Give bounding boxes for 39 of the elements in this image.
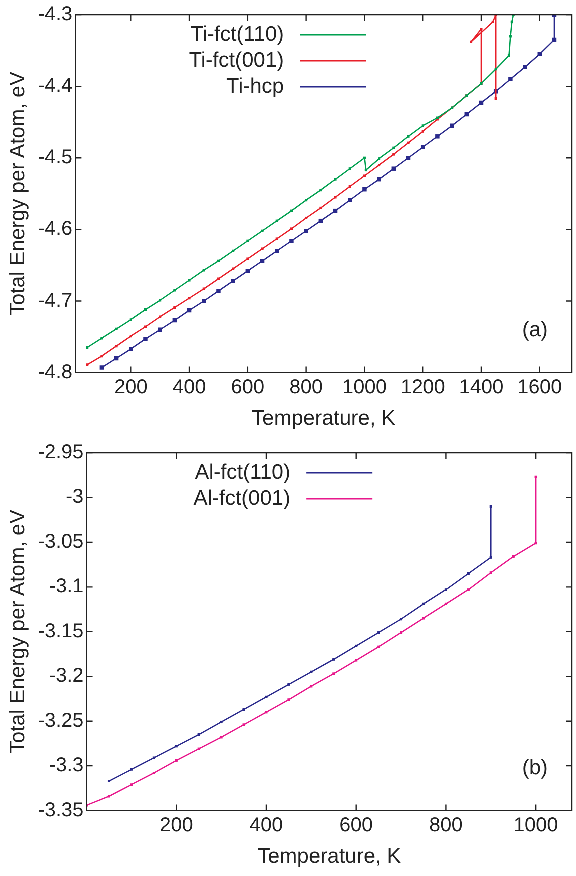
y-tick-label: -4.8 <box>38 361 73 384</box>
y-tick-label: -3 <box>66 486 84 508</box>
legend-label: Al-fct(001) <box>194 486 291 510</box>
y-tick-label: -3.05 <box>38 530 84 553</box>
x-tick-label: 200 <box>160 814 194 836</box>
y-tick-label: -2.95 <box>38 442 84 464</box>
x-tick-label: 600 <box>231 376 265 398</box>
x-tick-label: 200 <box>114 376 148 398</box>
y-tick-label: -3.1 <box>49 576 84 598</box>
x-tick-label: 800 <box>290 376 323 398</box>
x-tick-label: 1400 <box>459 376 504 398</box>
legend-label: Ti-hcp <box>226 74 284 98</box>
y-tick-label: -3.35 <box>38 799 84 822</box>
y-tick-label: -3.2 <box>49 665 84 688</box>
x-tick-label: 1200 <box>400 376 446 398</box>
annotation: (a) <box>522 318 548 342</box>
x-tick-label: 400 <box>250 814 284 836</box>
x-tick-label: 400 <box>172 376 206 398</box>
x-tick-label: 600 <box>340 814 374 836</box>
x-axis-title: Temperature, K <box>258 845 402 868</box>
legend-label: Ti-fct(001) <box>189 48 284 72</box>
x-tick-label: 1000 <box>342 376 387 398</box>
legend-label: Al-fct(110) <box>195 460 291 484</box>
x-tick-label: 1000 <box>514 814 558 836</box>
x-tick-label: 800 <box>430 814 463 836</box>
y-tick-label: -4.3 <box>38 4 73 26</box>
y-tick-label: -3.25 <box>38 710 84 732</box>
y-tick-label: -3.15 <box>38 620 84 642</box>
annotation: (b) <box>522 756 548 780</box>
y-tick-label: -4.6 <box>38 218 73 240</box>
y-tick-label: -3.3 <box>49 754 84 777</box>
x-axis-title: Temperature, K <box>252 407 396 430</box>
x-tick-label: 1600 <box>518 376 562 398</box>
y-tick-label: -4.5 <box>38 146 73 169</box>
y-tick-label: -4.7 <box>38 290 73 312</box>
y-axis-title: Total Energy per Atom, eV <box>6 72 30 316</box>
y-tick-label: -4.4 <box>38 75 73 98</box>
legend-label: Ti-fct(110) <box>190 22 284 46</box>
y-axis-title: Total Energy per Atom, eV <box>6 510 30 754</box>
